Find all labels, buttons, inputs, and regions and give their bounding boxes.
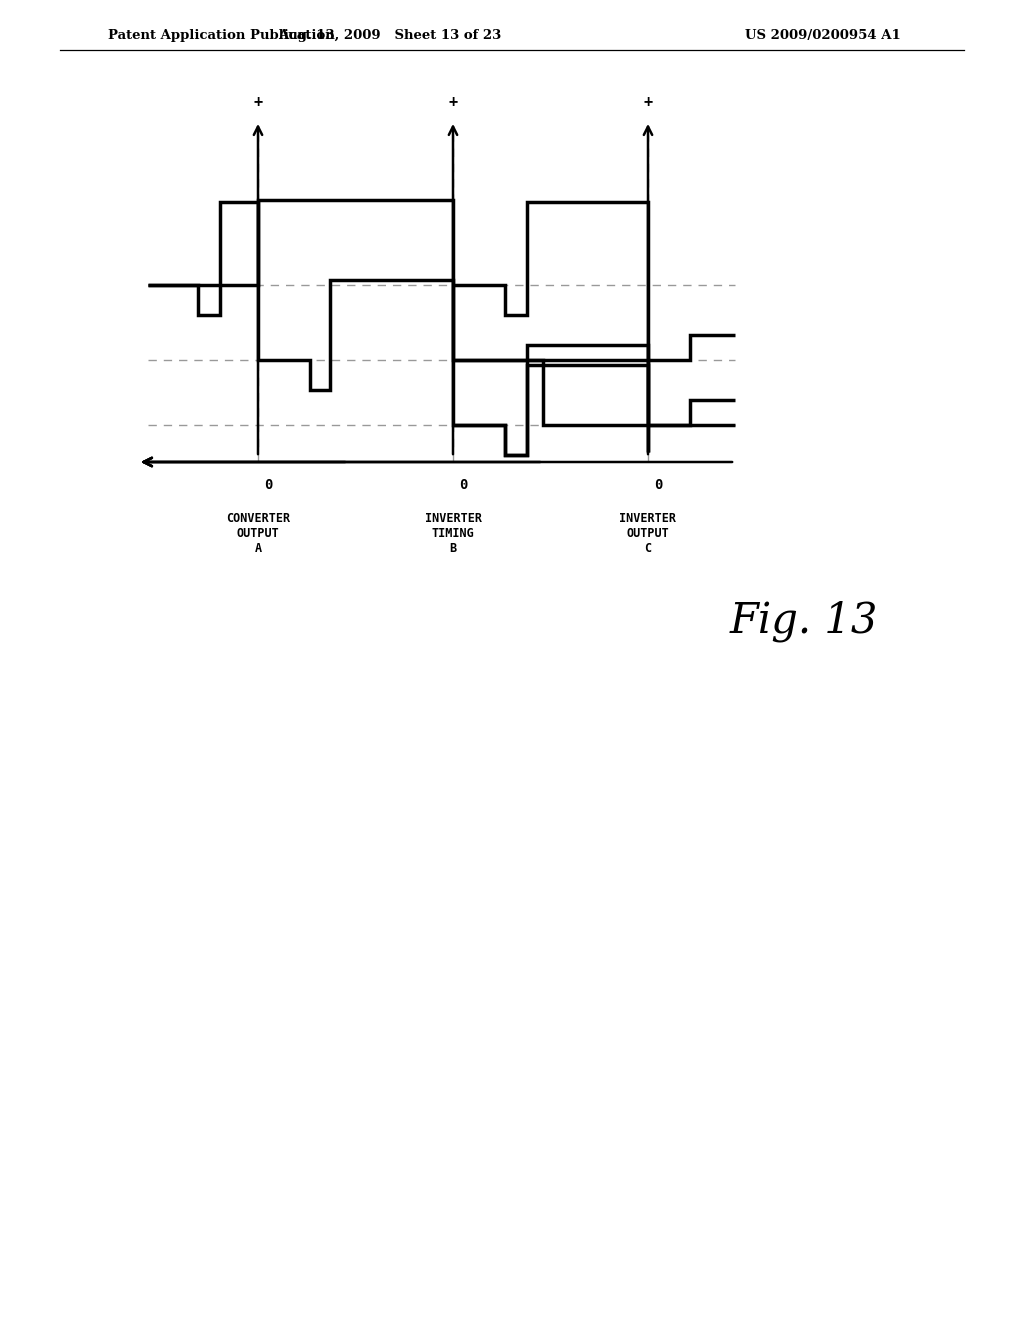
Text: CONVERTER
OUTPUT
A: CONVERTER OUTPUT A: [226, 512, 290, 554]
Text: 0: 0: [459, 478, 467, 492]
Text: INVERTER
OUTPUT
C: INVERTER OUTPUT C: [620, 512, 677, 554]
Text: INVERTER
TIMING
B: INVERTER TIMING B: [425, 512, 481, 554]
Text: Fig. 13: Fig. 13: [730, 601, 879, 642]
Text: Patent Application Publication: Patent Application Publication: [108, 29, 335, 41]
Text: +: +: [253, 95, 262, 111]
Text: 0: 0: [264, 478, 272, 492]
Text: +: +: [643, 95, 652, 111]
Text: +: +: [449, 95, 458, 111]
Text: Aug. 13, 2009   Sheet 13 of 23: Aug. 13, 2009 Sheet 13 of 23: [279, 29, 502, 41]
Text: US 2009/0200954 A1: US 2009/0200954 A1: [745, 29, 901, 41]
Text: 0: 0: [653, 478, 663, 492]
